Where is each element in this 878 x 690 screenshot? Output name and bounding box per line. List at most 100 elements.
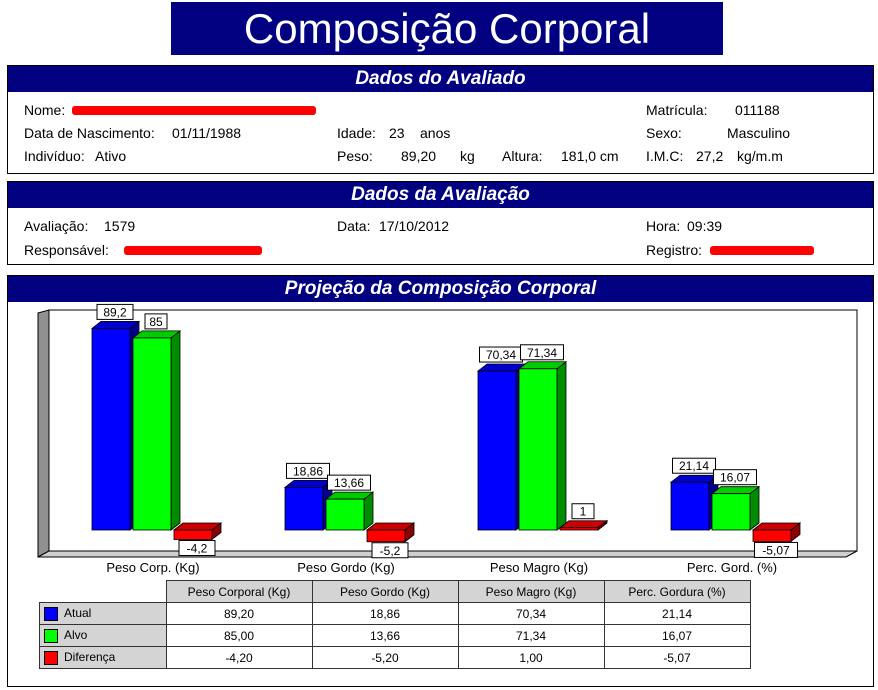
table-cell: 71,34	[457, 624, 605, 647]
table-cell: 1,00	[457, 646, 605, 669]
responsavel-label: Responsável:	[24, 242, 109, 258]
bar-side	[556, 360, 567, 531]
chart-floor	[37, 550, 858, 558]
table-header: Perc. Gordura (%)	[603, 580, 751, 603]
bar-top	[710, 486, 761, 495]
row-label-text: Alvo	[64, 628, 88, 643]
row-label: Alvo	[39, 624, 167, 647]
bar-top	[476, 363, 527, 372]
data-label: -4,2	[187, 541, 208, 555]
bar-diferena-1	[366, 529, 406, 543]
hora-label: Hora:	[646, 218, 681, 234]
table-header: Peso Corporal (Kg)	[165, 580, 313, 603]
avaliado-panel: Dados do Avaliado Nome: Matrícula: 01118…	[7, 65, 874, 174]
bar-top	[517, 361, 568, 370]
projecao-header: Projeção da Composição Corporal	[8, 276, 873, 302]
bar-side	[170, 330, 181, 531]
data-label: 21,14	[679, 459, 709, 473]
table-row: Alvo 85,00 13,66 71,34 16,07	[39, 624, 751, 647]
table-cell: 16,07	[603, 624, 751, 647]
avaliacao-label: Avaliação:	[24, 218, 89, 234]
table-row: Diferença -4,20 -5,20 1,00 -5,07	[39, 646, 751, 669]
bar-top	[90, 321, 141, 329]
bar-top	[283, 479, 334, 488]
table-corner	[40, 581, 167, 603]
table-header: Peso Magro (Kg)	[457, 580, 605, 603]
data-label: 13,66	[334, 476, 364, 490]
data-label-box	[178, 539, 216, 556]
data-label: -5,07	[762, 543, 790, 557]
table-cell: 13,66	[311, 624, 459, 647]
data-label-box	[520, 344, 564, 361]
table-cell: 21,14	[603, 602, 751, 625]
individuo-value: Ativo	[95, 148, 127, 164]
bar-atual-1	[284, 486, 324, 531]
individuo-label: Indivíduo:	[24, 148, 85, 164]
bar-top	[558, 520, 609, 529]
bar-top	[172, 522, 223, 531]
peso-unit: kg	[460, 148, 475, 164]
nome-label: Nome:	[24, 102, 66, 118]
bar-atual-2	[477, 370, 517, 531]
bar-top	[324, 491, 375, 500]
data-label-box	[754, 541, 798, 558]
data-label-box	[286, 462, 330, 479]
imc-unit: kg/m.m	[737, 148, 783, 164]
data-label: 18,86	[293, 464, 323, 478]
idade-label: Idade:	[337, 125, 376, 141]
bar-diferena-0	[173, 529, 213, 540]
table-cell: -5,07	[603, 646, 751, 669]
page-title: Composição Corporal	[171, 2, 723, 55]
idade-unit: anos	[420, 125, 451, 141]
chart-left-wall	[37, 309, 50, 558]
row-label: Atual	[39, 602, 167, 625]
data-label-box	[371, 542, 409, 559]
bar-alvo-2	[518, 368, 558, 531]
matricula-label: Matrícula:	[646, 102, 708, 118]
bar-alvo-0	[132, 337, 172, 531]
table-cell: -5,20	[311, 646, 459, 669]
table-cell: 18,86	[311, 602, 459, 625]
table-cell: 70,34	[457, 602, 605, 625]
data-label: 85	[149, 315, 163, 329]
avaliacao-header: Dados da Avaliação	[8, 182, 873, 208]
data-label: -5,2	[380, 544, 401, 558]
nascimento-label: Data de Nascimento:	[24, 125, 155, 141]
registro-label: Registro:	[646, 242, 703, 258]
table-cell: 85,00	[165, 624, 313, 647]
data-label-box	[96, 303, 134, 320]
avaliacao-panel: Dados da Avaliação Avaliação: 1579 Data:…	[7, 181, 874, 265]
bar-alvo-1	[325, 498, 365, 531]
data-label: 70,34	[486, 348, 516, 362]
bar-atual-3	[670, 481, 710, 531]
data-label: 16,07	[720, 471, 750, 485]
bar-atual-0	[91, 328, 131, 531]
bar-diferena-2	[559, 527, 599, 531]
altura-value: 181,0 cm	[561, 148, 619, 164]
data-label: 89,2	[103, 305, 127, 319]
avaliado-header: Dados do Avaliado	[8, 66, 873, 92]
data-label: 1	[580, 505, 587, 519]
nome-redaction	[72, 106, 316, 115]
bar-top	[669, 474, 720, 483]
hora-value: 09:39	[687, 218, 723, 234]
data-value: 17/10/2012	[379, 218, 450, 234]
altura-label: Altura:	[502, 148, 543, 164]
bar-top	[131, 330, 182, 339]
table-cell: 89,20	[165, 602, 313, 625]
sexo-value: Masculino	[727, 125, 791, 141]
avaliacao-value: 1579	[104, 218, 136, 234]
idade-value: 23	[389, 125, 405, 141]
bar-side	[749, 485, 760, 531]
matricula-value: 011188	[735, 102, 780, 118]
bar-top	[365, 522, 416, 531]
legend-swatch	[44, 628, 58, 643]
category-label: Peso Gordo (Kg)	[297, 560, 395, 575]
data-label-box	[713, 469, 757, 486]
data-label: Data:	[337, 218, 371, 234]
data-label-box	[672, 457, 716, 474]
bar-alvo-3	[711, 493, 751, 531]
category-label: Peso Corp. (Kg)	[106, 560, 199, 575]
imc-label: I.M.C:	[646, 148, 684, 164]
